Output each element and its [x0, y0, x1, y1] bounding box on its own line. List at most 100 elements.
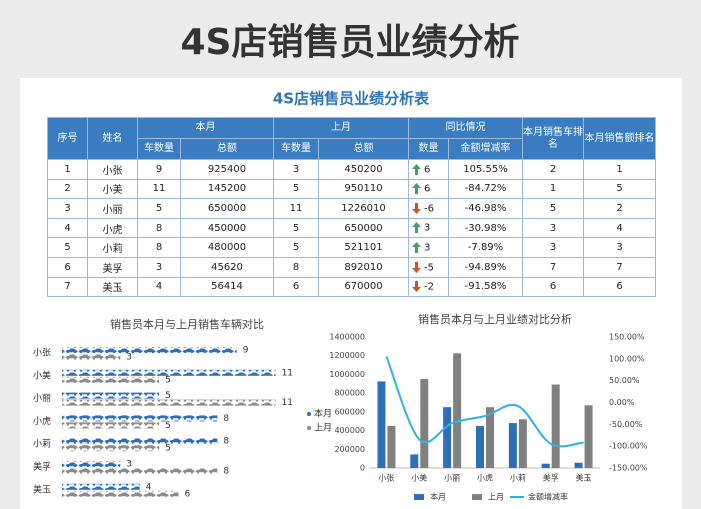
table-cell: -46.98% [448, 198, 523, 219]
table-cell: 650000 [318, 217, 409, 239]
arrow-shape [412, 202, 421, 214]
cell-text: 3 [424, 242, 431, 254]
cell-text: 521101 [344, 242, 383, 254]
y-tick-label: 800000 [334, 389, 365, 398]
bar [62, 347, 237, 353]
table-cell: 6 [408, 159, 449, 180]
table-cell: 950110 [318, 178, 409, 200]
data-label: 8 [223, 414, 229, 424]
table-cell: 8 [137, 217, 181, 239]
chart-title: 销售员本月与上月销售车辆对比 [110, 317, 264, 331]
table-cell: 1 [47, 159, 88, 180]
cell-text: 105.55% [463, 163, 508, 175]
cell-text: 5 [64, 242, 71, 254]
cell-text: 450200 [344, 163, 383, 175]
trend-arrow [412, 241, 421, 253]
cell-text: 4 [616, 222, 623, 234]
bar [62, 392, 160, 399]
bar [62, 483, 140, 490]
header-cell: 本月销售车排名 [522, 117, 584, 160]
header-cell: 同比情况 [408, 117, 523, 139]
table-cell: 6 [273, 276, 319, 298]
table-cell: 2 [47, 178, 88, 200]
cell-text: 5 [616, 183, 623, 195]
cell-text: 145200 [207, 183, 247, 195]
table-cell: 11 [273, 198, 319, 219]
data-label: 6 [185, 489, 191, 499]
x-tick-label: 小丽 [444, 474, 460, 483]
cell-text: 5 [549, 202, 557, 214]
table-title: 4S店销售员业绩分析表 [273, 90, 430, 108]
table-cell: 11 [137, 178, 181, 200]
cell-text: 6 [64, 261, 71, 273]
data-label: 11 [282, 398, 293, 408]
table-cell: 480000 [180, 237, 274, 258]
cell-text: 美孚 [102, 263, 123, 275]
arrow-shape [412, 183, 421, 195]
bar [62, 369, 276, 376]
bar [420, 379, 429, 468]
y-tick-label: 小虎 [33, 415, 51, 427]
table-cell: 5 [273, 217, 319, 239]
table-cell: 小莉 [87, 237, 138, 258]
trend-arrow [412, 163, 421, 175]
table-row: 1 小张 9 925400 3 450200 6 105.55% 2 1 [47, 159, 656, 180]
header-row: 车数量 总额 车数量 总额 数量 金额增减率 [48, 138, 656, 160]
cell-text: 925400 [207, 163, 247, 175]
header-cell: 总额 [318, 138, 409, 160]
data-label: 5 [165, 391, 171, 401]
line-series [385, 356, 584, 448]
table-cell: 3 [522, 217, 584, 239]
trend-arrow [412, 183, 421, 195]
table-cell: 3 [47, 198, 88, 219]
legend-label: 上月 [488, 493, 504, 502]
table-cell: 小美 [87, 178, 138, 200]
cell-text: 2 [549, 163, 557, 175]
x-tick-label: 小莉 [510, 473, 526, 483]
y-tick-label: 1200000 [329, 351, 365, 360]
table-cell: 6 [408, 178, 449, 200]
cell-text: 3 [64, 202, 71, 214]
cell-text: 5 [292, 242, 300, 254]
cell-text: -84.72% [464, 183, 507, 195]
cell-text: 小张 [102, 165, 123, 177]
header-cell: 姓名 [87, 117, 138, 160]
cell-text: -91.58% [464, 281, 507, 293]
cell-text: 7 [616, 261, 623, 273]
cell-text: -30.98% [464, 222, 507, 234]
cell-text: 45620 [211, 261, 243, 273]
table-cell: 4 [137, 276, 181, 298]
cell-text: -6 [424, 203, 434, 215]
trend-arrow [412, 261, 421, 273]
table-cell: 8 [273, 256, 319, 278]
y-tick-label: 400000 [334, 426, 365, 435]
cell-text: 6 [616, 281, 623, 293]
table-cell: 3 [408, 217, 449, 239]
table-cell: 450200 [318, 159, 409, 180]
table-cell: 5 [137, 198, 181, 219]
cell-text: 650000 [207, 202, 247, 214]
cell-text: 8 [292, 261, 300, 273]
cell-text: 1226010 [341, 202, 386, 214]
table-cell: 6 [583, 276, 656, 298]
table-cell: 1226010 [318, 198, 409, 219]
y-tick-label: 美孚 [33, 461, 51, 473]
legend-swatch [414, 494, 424, 500]
y-tick-label: 小莉 [33, 438, 51, 450]
y-tick-label: 美玉 [33, 483, 51, 495]
cell-text: 1 [64, 163, 71, 175]
table-cell: -2 [408, 276, 449, 298]
table-cell: 56414 [180, 276, 274, 298]
bar [62, 445, 160, 452]
y2-tick-label: 0.00% [609, 398, 635, 407]
cell-text: 450000 [207, 222, 247, 234]
table-cell: 小张 [87, 159, 138, 180]
table-cell: 小虎 [87, 217, 138, 239]
arrow-shape [412, 163, 421, 175]
arrow-shape [412, 241, 421, 253]
table-cell: 521101 [318, 237, 409, 258]
trend-arrow [412, 222, 421, 234]
arrow-shape [412, 222, 421, 234]
legend-swatch [307, 412, 311, 416]
bar [62, 354, 121, 360]
